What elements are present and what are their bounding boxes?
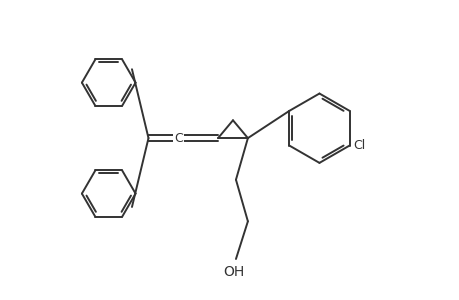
Text: OH: OH	[223, 265, 244, 279]
Text: C: C	[174, 132, 182, 145]
Text: Cl: Cl	[353, 139, 365, 152]
